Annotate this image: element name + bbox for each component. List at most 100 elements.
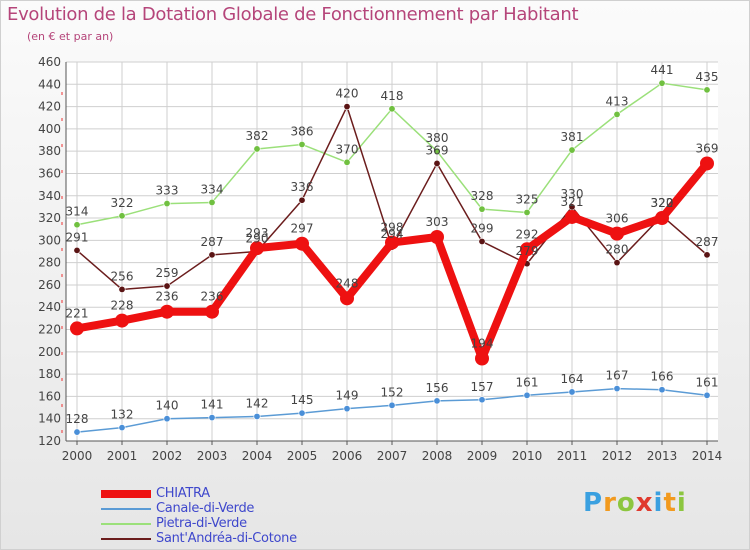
logo-letter: o (616, 488, 636, 518)
x-tick-label: 2014 (692, 449, 723, 463)
data-point-canale-di-verde (388, 401, 396, 409)
data-point-pietra-di-verde (478, 205, 486, 213)
legend-label-chiatra: CHIATRA (156, 486, 210, 501)
x-tick-label: 2002 (152, 449, 183, 463)
y-tick-label: 140 (38, 412, 61, 426)
data-point-sant-andr-a-di-cotone (343, 103, 351, 111)
data-point-canale-di-verde (523, 391, 531, 399)
legend-label-santandrea: Sant'Andréa-di-Cotone (156, 531, 297, 546)
data-point-chiatra (430, 230, 444, 245)
data-point-sant-andr-a-di-cotone (163, 282, 171, 290)
data-point-chiatra (565, 209, 579, 224)
data-point-canale-di-verde (433, 397, 441, 405)
x-tick-label: 2001 (107, 449, 138, 463)
data-label-chiatra: 298 (381, 221, 404, 235)
data-point-canale-di-verde (703, 391, 711, 399)
proxiti-logo: Proxiti (583, 488, 687, 518)
legend-label-pietra: Pietra-di-Verde (156, 516, 247, 531)
data-point-canale-di-verde (568, 388, 576, 396)
data-point-sant-andr-a-di-cotone (298, 196, 306, 204)
data-label-canale-di-verde: 141 (201, 398, 224, 412)
data-point-pietra-di-verde (703, 86, 711, 94)
data-label-chiatra: 221 (66, 306, 89, 320)
data-point-chiatra (655, 211, 669, 226)
data-label-canale-di-verde: 161 (516, 375, 539, 389)
data-label-sant-andr-a-di-cotone: 290 (246, 232, 269, 246)
data-point-pietra-di-verde (73, 221, 81, 229)
y-tick-label: 340 (38, 189, 61, 203)
data-label-pietra-di-verde: 314 (66, 205, 89, 219)
data-label-chiatra: 248 (336, 276, 359, 290)
data-point-sant-andr-a-di-cotone (478, 237, 486, 245)
data-point-chiatra (385, 235, 399, 250)
legend-swatch-pietra (101, 523, 151, 525)
data-label-sant-andr-a-di-cotone: 336 (291, 180, 314, 194)
data-label-chiatra: 228 (111, 299, 134, 313)
data-label-canale-di-verde: 164 (561, 372, 584, 386)
data-label-pietra-di-verde: 370 (336, 142, 359, 156)
data-label-pietra-di-verde: 418 (381, 89, 404, 103)
data-label-canale-di-verde: 156 (426, 381, 449, 395)
data-label-chiatra: 320 (651, 196, 674, 210)
data-label-chiatra: 293 (246, 226, 269, 240)
logo-letter: t (663, 488, 677, 518)
data-point-canale-di-verde (343, 405, 351, 413)
data-point-pietra-di-verde (208, 198, 216, 206)
data-label-canale-di-verde: 161 (696, 375, 719, 389)
data-point-chiatra (700, 156, 714, 171)
data-label-pietra-di-verde: 441 (651, 63, 674, 77)
data-point-canale-di-verde (478, 396, 486, 404)
data-label-chiatra: 236 (201, 290, 224, 304)
x-tick-label: 2004 (242, 449, 273, 463)
logo-letter: r (603, 488, 617, 518)
data-point-sant-andr-a-di-cotone (703, 251, 711, 259)
data-label-chiatra: 303 (426, 215, 449, 229)
y-tick-label: 220 (38, 323, 61, 337)
legend-swatch-chiatra (101, 490, 151, 498)
y-tick-label: 260 (38, 278, 61, 292)
data-label-chiatra: 236 (156, 290, 179, 304)
data-label-chiatra: 292 (516, 227, 539, 241)
data-point-pietra-di-verde (118, 212, 126, 220)
data-label-pietra-di-verde: 382 (246, 129, 269, 143)
data-point-chiatra (340, 291, 354, 306)
x-tick-label: 2012 (602, 449, 633, 463)
data-point-chiatra (250, 241, 264, 256)
y-tick-label: 320 (38, 211, 61, 225)
data-label-sant-andr-a-di-cotone: 294 (381, 227, 404, 241)
data-point-canale-di-verde (613, 385, 621, 393)
data-point-chiatra (70, 321, 84, 336)
data-point-canale-di-verde (658, 386, 666, 394)
data-point-canale-di-verde (253, 412, 261, 420)
data-label-pietra-di-verde: 435 (696, 70, 719, 84)
data-label-pietra-di-verde: 381 (561, 130, 584, 144)
data-label-sant-andr-a-di-cotone: 279 (516, 244, 539, 258)
data-point-pietra-di-verde (163, 200, 171, 208)
x-tick-label: 2007 (377, 449, 408, 463)
y-tick-label: 240 (38, 300, 61, 314)
y-tick-label: 160 (38, 389, 61, 403)
legend-swatch-santandrea (101, 538, 151, 540)
data-point-sant-andr-a-di-cotone (118, 285, 126, 293)
y-tick-label: 440 (38, 77, 61, 91)
data-point-canale-di-verde (163, 415, 171, 423)
series (70, 79, 714, 436)
grid (66, 61, 718, 442)
y-tick-label: 180 (38, 367, 61, 381)
data-point-chiatra (475, 351, 489, 366)
x-tick-label: 2000 (62, 449, 93, 463)
data-point-sant-andr-a-di-cotone (433, 159, 441, 167)
y-tick-label: 120 (38, 434, 61, 448)
data-label-canale-di-verde: 149 (336, 389, 359, 403)
data-label-pietra-di-verde: 322 (111, 196, 134, 210)
data-label-canale-di-verde: 132 (111, 408, 134, 422)
data-label-chiatra: 297 (291, 222, 314, 236)
y-tick-label: 460 (38, 55, 61, 69)
data-label-chiatra: 369 (696, 141, 719, 155)
data-label-canale-di-verde: 142 (246, 396, 269, 410)
data-label-sant-andr-a-di-cotone: 280 (606, 243, 629, 257)
data-label-sant-andr-a-di-cotone: 322 (651, 196, 674, 210)
x-tick-label: 2006 (332, 449, 363, 463)
data-label-sant-andr-a-di-cotone: 287 (696, 235, 719, 249)
